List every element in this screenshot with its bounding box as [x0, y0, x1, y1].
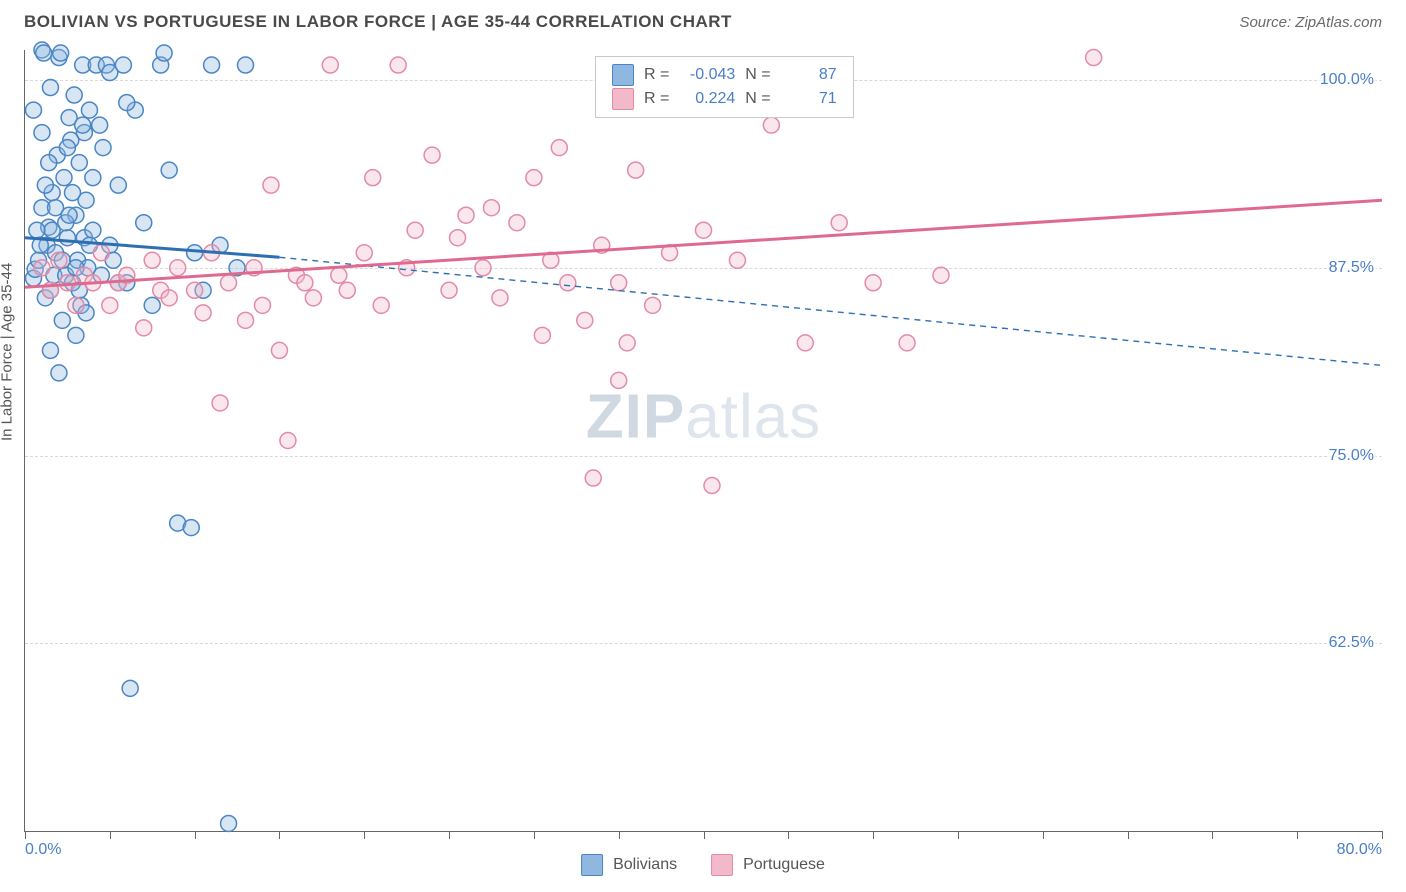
r-value-bolivians: -0.043: [679, 63, 735, 87]
scatter-plot: [25, 50, 1382, 831]
x-tick: [958, 831, 959, 839]
chart-source: Source: ZipAtlas.com: [1239, 14, 1382, 31]
x-tick: [25, 831, 26, 839]
chart-header: BOLIVIAN VS PORTUGUESE IN LABOR FORCE | …: [0, 0, 1406, 38]
x-tick: [788, 831, 789, 839]
x-tick: [873, 831, 874, 839]
r-label: R =: [644, 63, 669, 87]
legend-row-portuguese: R = 0.224 N = 71: [612, 87, 837, 111]
correlation-legend: R = -0.043 N = 87 R = 0.224 N = 71: [595, 56, 854, 118]
x-tick: [449, 831, 450, 839]
chart-title: BOLIVIAN VS PORTUGUESE IN LABOR FORCE | …: [24, 12, 732, 32]
r-label: R =: [644, 87, 669, 111]
swatch-icon: [581, 854, 603, 876]
x-tick: [364, 831, 365, 839]
x-tick: [279, 831, 280, 839]
n-label: N =: [745, 87, 770, 111]
x-tick: [704, 831, 705, 839]
legend-label: Bolivians: [613, 856, 677, 874]
x-min-label: 0.0%: [25, 841, 61, 859]
x-tick: [195, 831, 196, 839]
n-value-bolivians: 87: [781, 63, 837, 87]
x-tick: [1128, 831, 1129, 839]
y-axis-title: In Labor Force | Age 35-44: [0, 262, 16, 440]
x-tick: [110, 831, 111, 839]
r-value-portuguese: 0.224: [679, 87, 735, 111]
n-value-portuguese: 71: [781, 87, 837, 111]
legend-item-portuguese: Portuguese: [711, 854, 825, 876]
x-tick: [619, 831, 620, 839]
x-max-label: 80.0%: [1337, 841, 1382, 859]
swatch-portuguese: [612, 88, 634, 110]
chart-area: In Labor Force | Age 35-44 ZIPatlas 62.5…: [24, 50, 1382, 832]
swatch-icon: [711, 854, 733, 876]
legend-item-bolivians: Bolivians: [581, 854, 677, 876]
legend-label: Portuguese: [743, 856, 825, 874]
x-tick: [1212, 831, 1213, 839]
n-label: N =: [745, 63, 770, 87]
series-legend: Bolivians Portuguese: [581, 854, 825, 876]
legend-row-bolivians: R = -0.043 N = 87: [612, 63, 837, 87]
x-tick: [1382, 831, 1383, 839]
x-tick: [1297, 831, 1298, 839]
x-tick: [1043, 831, 1044, 839]
swatch-bolivians: [612, 64, 634, 86]
x-tick: [534, 831, 535, 839]
